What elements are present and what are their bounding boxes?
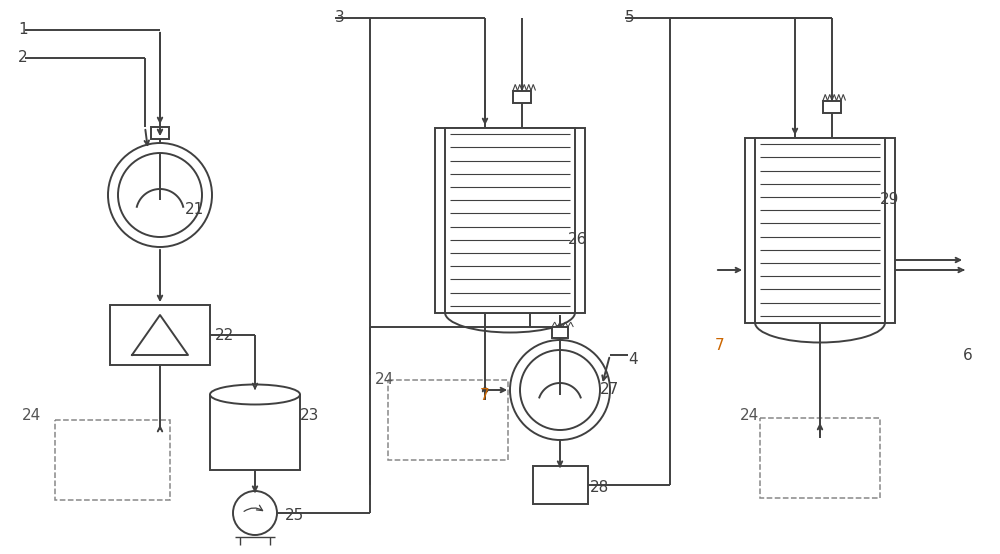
Text: 1: 1 (18, 23, 28, 38)
Bar (55, 420, 170, 500)
Bar (110, 305, 210, 365)
Text: 25: 25 (285, 507, 304, 522)
Circle shape (510, 340, 610, 440)
Ellipse shape (210, 384, 300, 404)
Text: 24: 24 (22, 408, 41, 423)
Text: 23: 23 (300, 408, 319, 423)
Text: 29: 29 (880, 192, 899, 208)
Text: 3: 3 (335, 11, 345, 25)
Text: 7: 7 (715, 337, 725, 352)
Bar (532, 466, 588, 504)
Polygon shape (132, 315, 188, 355)
Text: 21: 21 (185, 203, 204, 218)
Circle shape (233, 491, 277, 535)
Bar (552, 327, 568, 338)
Text: 22: 22 (215, 327, 234, 342)
Text: 24: 24 (740, 408, 759, 423)
Circle shape (108, 143, 212, 247)
Bar (513, 90, 531, 102)
Text: 4: 4 (628, 352, 638, 367)
Text: 2: 2 (18, 50, 28, 65)
Text: 6: 6 (963, 347, 973, 362)
Bar (435, 127, 585, 312)
Bar (151, 127, 169, 139)
Bar (755, 137, 885, 322)
Bar (210, 394, 300, 469)
Circle shape (118, 153, 202, 237)
Text: 24: 24 (375, 372, 394, 387)
Bar (745, 137, 895, 322)
Bar (760, 418, 880, 498)
Bar (388, 380, 508, 460)
Bar (445, 127, 575, 312)
Bar (823, 100, 841, 112)
Text: 27: 27 (600, 382, 619, 398)
Text: 7: 7 (480, 387, 490, 403)
Text: 5: 5 (625, 11, 635, 25)
Text: 26: 26 (568, 233, 587, 248)
Circle shape (520, 350, 600, 430)
Text: 28: 28 (590, 480, 609, 495)
